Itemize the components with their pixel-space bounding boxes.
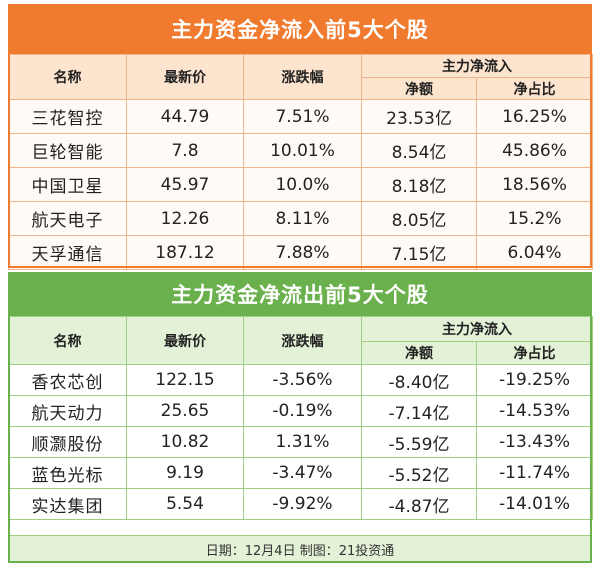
cell-name: 香农芯创 [8,364,127,396]
table-row: 天孚通信 187.12 7.88% 7.15亿 6.04% [8,235,593,270]
cell-ratio: 45.86% [476,133,593,168]
cell-name: 蓝色光标 [8,457,127,489]
inflow-table: 名称 最新价 涨跌幅 主力净流入 净额 净占比 三花智控 44.79 7.51% 23… [8,54,593,270]
header-ratio: 净占比 [476,341,593,365]
cell-net: 8.54亿 [361,133,477,168]
cell-name: 中国卫星 [8,167,127,202]
cell-net: -8.40亿 [361,364,477,396]
cell-net: -5.52亿 [361,457,477,489]
cell-price: 7.8 [126,133,244,168]
header-change: 涨跌幅 [243,54,362,100]
cell-name: 天孚通信 [8,235,127,270]
cell-change: -3.56% [243,364,362,396]
cell-net: 23.53亿 [361,99,477,134]
cell-change: 7.51% [243,99,362,134]
cell-name: 巨轮智能 [8,133,127,168]
header-net: 净额 [361,341,477,365]
outflow-title: 主力资金净流出前5大个股 [8,272,592,316]
cell-ratio: 15.2% [476,201,593,236]
cell-price: 9.19 [126,457,244,489]
cell-price: 25.65 [126,395,244,427]
cell-change: 10.01% [243,133,362,168]
header-group: 主力净流入 [361,54,593,78]
cell-net: 8.18亿 [361,167,477,202]
table-row: 航天电子 12.26 8.11% 8.05亿 15.2% [8,201,593,236]
cell-price: 10.82 [126,426,244,458]
cell-net: -7.14亿 [361,395,477,427]
cell-price: 12.26 [126,201,244,236]
cell-net: -5.59亿 [361,426,477,458]
cell-price: 5.54 [126,488,244,520]
header-price: 最新价 [126,54,244,100]
outflow-panel: 主力资金净流出前5大个股 名称 最新价 涨跌幅 主力净流入 净额 净占比 香农芯… [8,272,593,563]
header-net: 净额 [361,77,477,100]
cell-name: 顺灏股份 [8,426,127,458]
cell-name: 实达集团 [8,488,127,520]
cell-change: -0.19% [243,395,362,427]
header-ratio: 净占比 [476,77,593,100]
cell-change: 8.11% [243,201,362,236]
cell-price: 44.79 [126,99,244,134]
cell-name: 航天电子 [8,201,127,236]
cell-ratio: -11.74% [476,457,593,489]
cell-change: -3.47% [243,457,362,489]
table-row: 实达集团 5.54 -9.92% -4.87亿 -14.01% [8,488,593,520]
cell-ratio: -14.01% [476,488,593,520]
cell-ratio: 6.04% [476,235,593,270]
cell-price: 122.15 [126,364,244,396]
cell-ratio: 16.25% [476,99,593,134]
cell-ratio: 18.56% [476,167,593,202]
header-name: 名称 [8,316,127,365]
cell-name: 航天动力 [8,395,127,427]
table-row: 中国卫星 45.97 10.0% 8.18亿 18.56% [8,167,593,202]
table-row: 香农芯创 122.15 -3.56% -8.40亿 -19.25% [8,364,593,396]
footer-credit: 日期：12月4日 制图：21投资通 [8,535,592,563]
outflow-table: 名称 最新价 涨跌幅 主力净流入 净额 净占比 香农芯创 122.15 -3.56%… [8,316,593,520]
inflow-panel: 主力资金净流入前5大个股 名称 最新价 涨跌幅 主力净流入 净额 净占比 三花智… [8,4,593,270]
table-row: 三花智控 44.79 7.51% 23.53亿 16.25% [8,99,593,134]
cell-net: -4.87亿 [361,488,477,520]
cell-net: 7.15亿 [361,235,477,270]
table-row: 巨轮智能 7.8 10.01% 8.54亿 45.86% [8,133,593,168]
header-name: 名称 [8,54,127,100]
cell-change: 10.0% [243,167,362,202]
cell-price: 187.12 [126,235,244,270]
cell-ratio: -13.43% [476,426,593,458]
table-row: 航天动力 25.65 -0.19% -7.14亿 -14.53% [8,395,593,427]
cell-change: 7.88% [243,235,362,270]
cell-name: 三花智控 [8,99,127,134]
header-group: 主力净流入 [361,316,593,342]
cell-change: 1.31% [243,426,362,458]
inflow-title: 主力资金净流入前5大个股 [8,4,592,54]
table-row: 顺灏股份 10.82 1.31% -5.59亿 -13.43% [8,426,593,458]
cell-change: -9.92% [243,488,362,520]
cell-ratio: -19.25% [476,364,593,396]
cell-price: 45.97 [126,167,244,202]
header-change: 涨跌幅 [243,316,362,365]
header-price: 最新价 [126,316,244,365]
cell-ratio: -14.53% [476,395,593,427]
table-row: 蓝色光标 9.19 -3.47% -5.52亿 -11.74% [8,457,593,489]
cell-net: 8.05亿 [361,201,477,236]
